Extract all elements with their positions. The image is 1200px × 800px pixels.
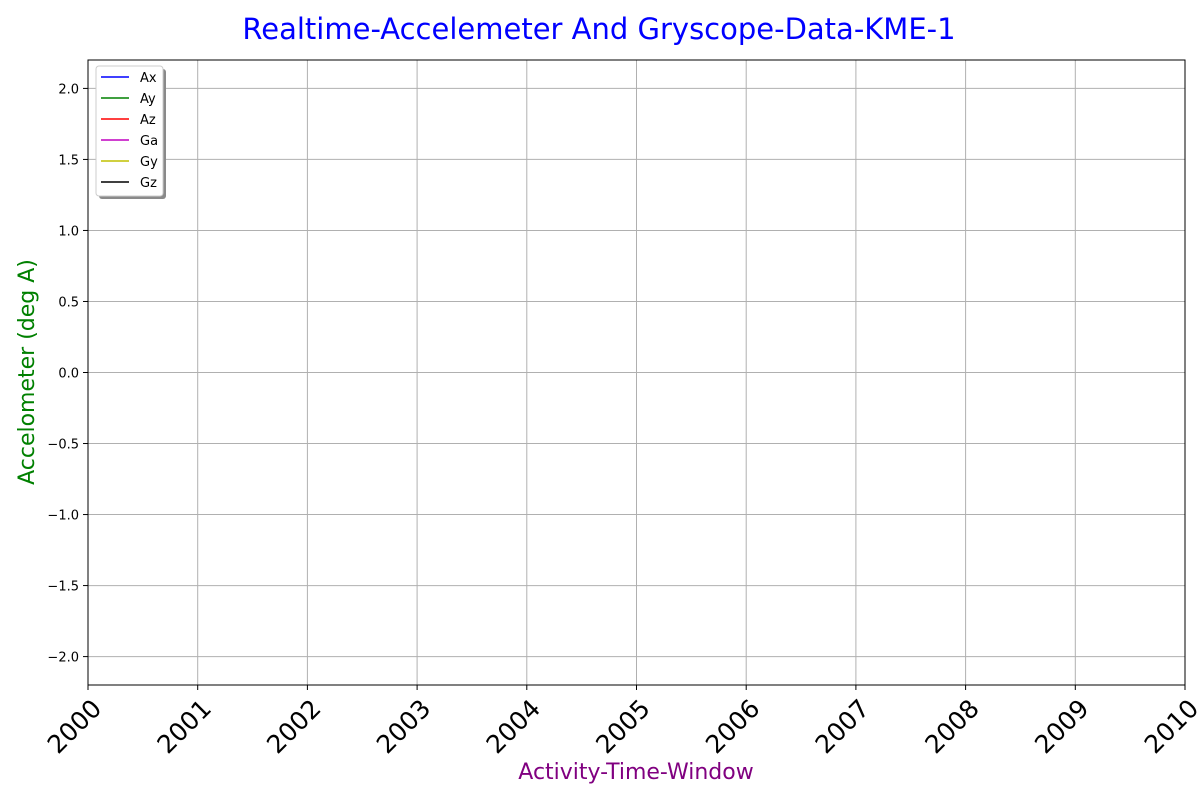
y-tick-label: 1.5 <box>58 153 79 168</box>
legend: Ax Ay Az Ga Gy Gz <box>95 65 166 199</box>
x-tick-label: 2010 <box>1139 694 1200 759</box>
y-tick-label: −1.0 <box>47 509 79 524</box>
x-tick-label: 2003 <box>371 694 436 759</box>
x-tick-label: 2004 <box>481 694 546 759</box>
grid <box>87 60 1186 685</box>
axes: 2000 2001 2002 2003 2004 2005 2006 2007 2008 2009… <box>42 59 1200 759</box>
x-axis-label: Activity-Time-Window <box>518 760 753 785</box>
y-tick-label: 0.5 <box>58 295 79 310</box>
legend-label-ax: Ax <box>140 71 157 86</box>
y-tick-label: 1.0 <box>58 224 79 239</box>
y-axis-label: Accelometer (deg A) <box>15 259 40 485</box>
plot-frame <box>87 59 1186 686</box>
y-tick-label: −2.0 <box>47 651 79 666</box>
y-tick-label: 2.0 <box>58 82 79 97</box>
x-tick-label: 2005 <box>590 694 655 759</box>
x-tick-label: 2002 <box>261 694 326 759</box>
x-tick-label: 2007 <box>810 694 875 759</box>
x-tick-label: 2006 <box>700 694 765 759</box>
y-tick-label: −1.5 <box>47 580 79 595</box>
y-tick-label: 0.0 <box>58 367 79 382</box>
legend-label-gy: Gy <box>140 155 158 170</box>
legend-label-gz: Gz <box>140 176 157 191</box>
legend-label-ay: Ay <box>140 92 156 107</box>
legend-label-ga: Ga <box>140 134 158 149</box>
x-tick-label: 2008 <box>919 694 984 759</box>
x-tick-label: 2009 <box>1029 694 1094 759</box>
x-tick-label: 2000 <box>42 694 107 759</box>
y-tick-label: −0.5 <box>47 438 79 453</box>
chart-title: Realtime-Accelemeter And Gryscope-Data-K… <box>242 12 955 46</box>
legend-label-az: Az <box>140 113 156 128</box>
x-tick-label: 2001 <box>151 694 216 759</box>
